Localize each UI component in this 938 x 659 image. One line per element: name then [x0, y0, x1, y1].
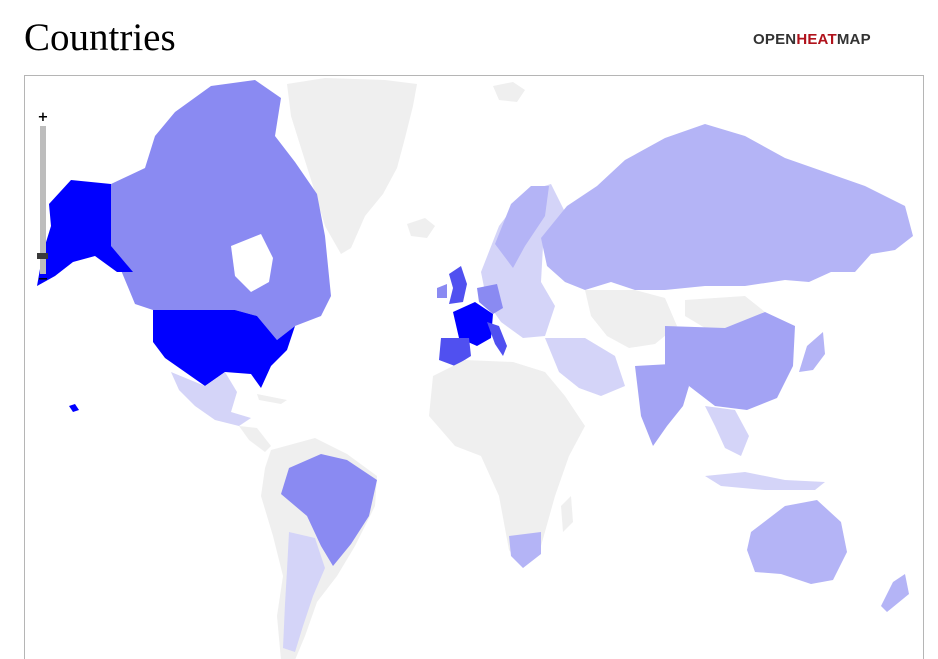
zoom-out-button[interactable]: − — [37, 272, 49, 287]
country-russia[interactable] — [541, 124, 913, 290]
country-mexico[interactable] — [171, 372, 251, 426]
hudson-bay — [231, 234, 273, 292]
country-new-zealand[interactable] — [881, 574, 909, 612]
country-australia[interactable] — [747, 500, 847, 584]
country-madagascar[interactable] — [561, 496, 573, 532]
logo-open-text: OPEN — [753, 31, 797, 48]
country-spain[interactable] — [439, 338, 471, 366]
country-china[interactable] — [665, 312, 795, 410]
zoom-slider-thumb[interactable] — [37, 253, 48, 259]
openheatmap-logo[interactable]: OPENHEATMAP — [753, 31, 871, 49]
zoom-slider-track[interactable] — [40, 126, 46, 274]
country-argentina[interactable] — [283, 532, 325, 652]
country-iceland[interactable] — [407, 218, 435, 238]
country-united-kingdom[interactable] — [449, 266, 467, 304]
country-hawaii-usa[interactable] — [69, 404, 79, 412]
country-alaska-usa[interactable] — [37, 180, 133, 286]
country-southeast-asia[interactable] — [705, 406, 749, 456]
country-central-asia[interactable] — [585, 290, 677, 348]
page-title: Countries — [24, 16, 176, 59]
world-map[interactable] — [24, 75, 924, 659]
country-central-america[interactable] — [239, 426, 271, 452]
country-italy[interactable] — [487, 322, 507, 356]
country-brazil[interactable] — [281, 454, 377, 566]
zoom-in-button[interactable]: + — [37, 110, 49, 125]
country-south-africa[interactable] — [509, 532, 541, 568]
world-map-canvas[interactable] — [25, 76, 924, 659]
country-germany[interactable] — [477, 284, 503, 314]
country-india[interactable] — [635, 364, 689, 446]
country-usa[interactable] — [153, 310, 295, 388]
country-japan[interactable] — [799, 332, 825, 372]
country-cuba[interactable] — [257, 394, 287, 404]
country-ireland[interactable] — [437, 284, 447, 298]
country-scandinavia[interactable] — [495, 186, 549, 268]
logo-map-text: MAP — [836, 31, 871, 48]
country-middle-east[interactable] — [545, 338, 625, 396]
country-greenland[interactable] — [287, 78, 417, 254]
country-africa-rest[interactable] — [429, 360, 585, 568]
country-svalbard[interactable] — [493, 82, 525, 102]
country-indonesia[interactable] — [705, 472, 825, 490]
logo-heat-text: HEAT — [796, 31, 837, 48]
country-europe-rest[interactable] — [481, 184, 565, 338]
country-canada[interactable] — [111, 80, 331, 340]
country-france[interactable] — [453, 302, 493, 346]
zoom-control[interactable]: + − — [36, 110, 50, 287]
